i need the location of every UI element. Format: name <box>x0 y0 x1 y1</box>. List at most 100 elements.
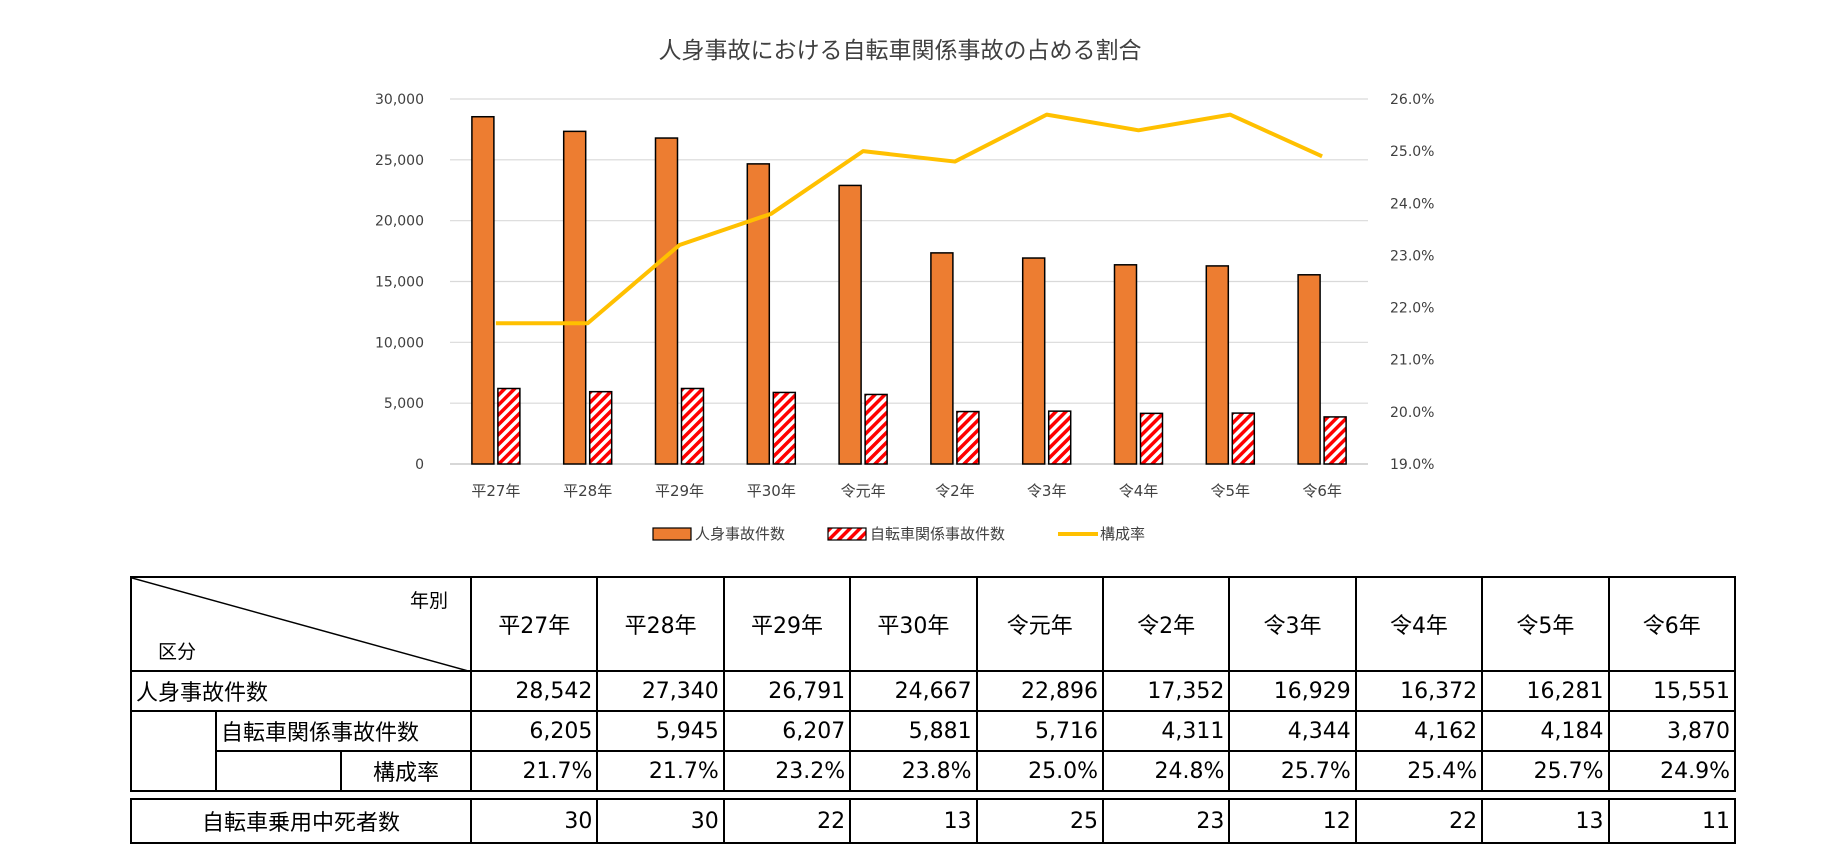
year-header: 令5年 <box>1481 576 1610 672</box>
table-row: 自転車乗用中死者数 30 30 22 13 25 23 12 22 13 11 <box>130 798 1737 844</box>
table-cell: 27,340 <box>596 670 725 712</box>
table-header-row: 年別 区分 平27年 平28年 平29年 平30年 令元年 令2年 令3年 令4… <box>129 576 1737 672</box>
table-cell: 4,184 <box>1481 710 1610 752</box>
table-cell: 25 <box>975 798 1104 844</box>
year-header: 令3年 <box>1228 576 1357 672</box>
gridlines <box>450 98 1368 465</box>
category-label: 令元年 <box>841 482 886 500</box>
table-row: 人身事故件数 28,542 27,340 26,791 24,667 22,89… <box>129 670 1737 712</box>
year-header: 令2年 <box>1101 576 1231 672</box>
table-cell: 16,372 <box>1354 670 1484 712</box>
bar-bicycle-accidents <box>1231 412 1256 465</box>
row-label-bicycle-accidents: 自転車関係事故件数 <box>214 710 473 752</box>
table-cell: 22,896 <box>975 670 1104 712</box>
table-cell: 6,205 <box>470 710 599 752</box>
table-cell: 26,791 <box>722 670 852 712</box>
year-header: 平29年 <box>722 576 852 672</box>
table-cell: 4,311 <box>1101 710 1231 752</box>
table-cell: 21.7% <box>470 750 599 792</box>
bar-injury-accidents <box>1021 257 1046 465</box>
legend-label: 人身事故件数 <box>695 525 785 543</box>
bar-injury-accidents <box>654 137 679 465</box>
right-tick-label: 24.0% <box>1390 196 1434 212</box>
bar-injury-accidents <box>1205 265 1230 465</box>
indent-spacer <box>215 750 342 792</box>
table-cell: 4,344 <box>1228 710 1357 752</box>
left-tick-label: 20,000 <box>375 214 424 230</box>
left-tick-label: 5,000 <box>384 396 424 412</box>
right-tick-label: 26.0% <box>1390 92 1434 108</box>
legend-item-bicycle-accidents: 自転車関係事故件数 <box>827 525 1005 543</box>
bar-bicycle-accidents <box>956 410 980 465</box>
table-row: 自転車関係事故件数 6,205 5,945 6,207 5,881 5,716 … <box>130 710 1737 792</box>
table-cell: 22 <box>1354 798 1484 844</box>
bar-injury-accidents <box>1297 274 1321 465</box>
table-cell: 25.0% <box>975 750 1104 792</box>
header-category-label: 区分 <box>158 641 197 663</box>
table-cell: 25.7% <box>1228 750 1357 792</box>
data-table: 年別 区分 平27年 平28年 平29年 平30年 令元年 令2年 令3年 令4… <box>129 576 1737 792</box>
table-cell: 30 <box>596 798 725 844</box>
year-header: 令元年 <box>975 576 1104 672</box>
right-tick-label: 20.0% <box>1390 405 1434 421</box>
legend: 人身事故件数 自転車関係事故件数 構成率 <box>652 525 1145 543</box>
legend-item-composition-rate: 構成率 <box>1058 525 1145 543</box>
table-cell: 13 <box>849 798 978 844</box>
table-cell: 13 <box>1481 798 1610 844</box>
bar-injury-accidents <box>746 163 771 465</box>
bar-bicycle-accidents <box>1323 416 1347 465</box>
chart-title: 人身事故における自転車関係事故の占める割合 <box>659 38 1142 64</box>
table-cell: 3,870 <box>1607 710 1737 752</box>
table-cell: 25.7% <box>1481 750 1610 792</box>
table-corner-cell: 年別 区分 <box>129 576 473 672</box>
table-cell: 17,352 <box>1101 670 1231 712</box>
combo-chart: 人身事故における自転車関係事故の占める割合 0 5,000 10,000 15,000… <box>375 38 1434 543</box>
bar-injury-accidents <box>838 184 862 465</box>
table-cell: 4,162 <box>1354 710 1484 752</box>
category-label: 平27年 <box>471 482 520 500</box>
table-cell: 15,551 <box>1607 670 1737 712</box>
category-label: 令5年 <box>1211 482 1251 500</box>
left-tick-label: 25,000 <box>375 153 424 169</box>
right-tick-label: 21.0% <box>1390 353 1434 369</box>
bar-bicycle-accidents <box>588 390 613 465</box>
table-cell: 5,881 <box>849 710 978 752</box>
table-cell: 11 <box>1607 798 1737 844</box>
table-cell: 24.9% <box>1607 750 1737 792</box>
table-cell: 30 <box>469 798 599 844</box>
right-tick-label: 19.0% <box>1390 457 1434 473</box>
category-axis: 平27年 平28年 平29年 平30年 令元年 令2年 令3年 令4年 令5年 令6年 <box>471 482 1342 500</box>
table-cell: 23 <box>1101 798 1231 844</box>
category-label: 令6年 <box>1302 482 1342 500</box>
fatality-table: 自転車乗用中死者数 30 30 22 13 25 23 12 22 13 11 <box>130 798 1737 844</box>
bar-injury-accidents <box>1113 264 1138 465</box>
table-cell: 23.2% <box>722 750 852 792</box>
bar-bicycle-accidents <box>680 387 705 465</box>
bar-injury-accidents <box>471 115 495 465</box>
bar-injury-accidents <box>562 130 587 465</box>
year-header: 平27年 <box>470 576 599 672</box>
left-tick-label: 0 <box>415 457 424 473</box>
table-cell: 5,716 <box>975 710 1104 752</box>
bar-series <box>471 115 1347 465</box>
left-tick-label: 15,000 <box>375 275 424 291</box>
year-header: 平30年 <box>849 576 978 672</box>
year-header: 令4年 <box>1354 576 1484 672</box>
table-cell: 16,281 <box>1481 670 1610 712</box>
category-label: 令4年 <box>1119 482 1159 500</box>
legend-swatch <box>827 527 867 541</box>
legend-label: 構成率 <box>1100 525 1145 543</box>
table-cell: 21.7% <box>596 750 725 792</box>
category-label: 平29年 <box>655 482 704 500</box>
line-composition-rate <box>495 112 1323 326</box>
bar-bicycle-accidents <box>1139 412 1164 465</box>
left-tick-label: 10,000 <box>375 335 424 351</box>
table-cell: 5,945 <box>596 710 725 752</box>
bar-bicycle-accidents <box>497 387 521 465</box>
indent-spacer <box>130 711 217 792</box>
right-tick-label: 23.0% <box>1390 248 1434 264</box>
table-cell: 6,207 <box>722 710 852 752</box>
left-axis: 0 5,000 10,000 15,000 20,000 25,000 30,000 <box>375 92 424 473</box>
category-label: 平30年 <box>747 482 796 500</box>
header-year-label: 年別 <box>410 590 449 612</box>
